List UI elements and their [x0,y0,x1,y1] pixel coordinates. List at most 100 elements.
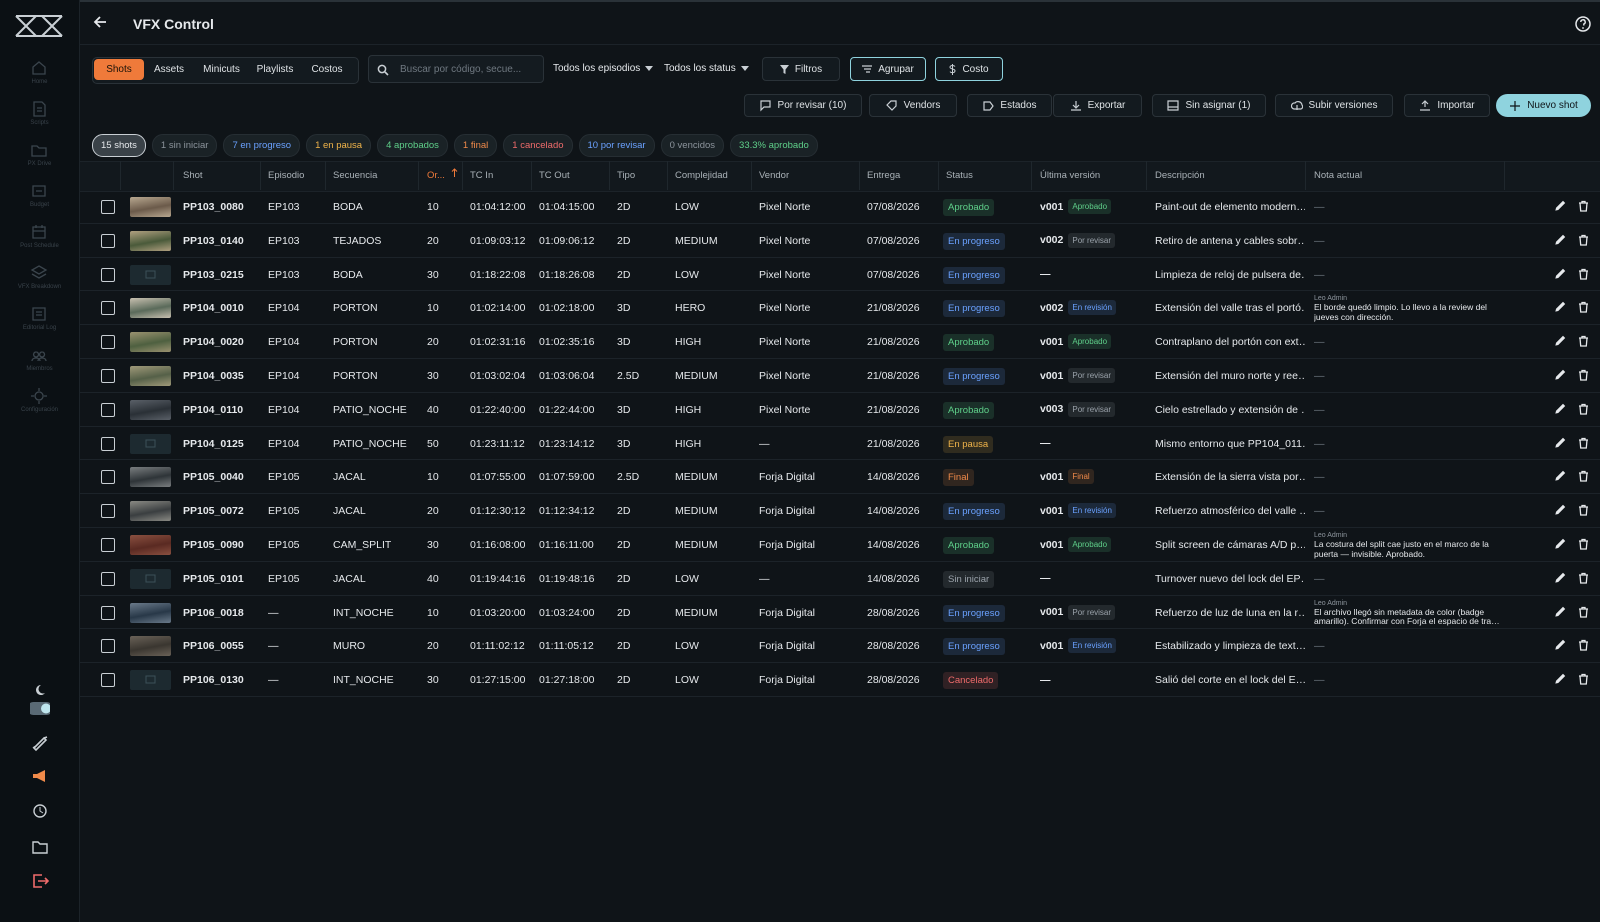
summary-chip[interactable]: 7 en progreso [223,134,301,157]
row-checkbox[interactable] [101,504,115,519]
summary-chip[interactable]: 0 vencidos [660,134,725,157]
row-checkbox[interactable] [101,605,115,620]
row-checkbox[interactable] [101,301,115,316]
delete-button[interactable] [1578,606,1589,621]
column-header[interactable]: Status [946,170,973,181]
nav-icon[interactable] [30,305,48,323]
row-checkbox[interactable] [101,436,115,451]
action-button[interactable]: Por revisar (10) [744,94,862,117]
summary-chip[interactable]: 1 cancelado [503,134,573,157]
summary-chip[interactable]: 1 final [453,134,498,157]
search-box[interactable]: Buscar por código, secue... [368,55,544,83]
summary-chip[interactable]: 1 sin iniciar [151,134,218,157]
action-button[interactable]: Nuevo shot [1496,94,1591,117]
status-dropdown[interactable]: Todos los status [664,63,749,74]
row-checkbox[interactable] [101,571,115,586]
edit-button[interactable] [1554,572,1566,587]
action-button[interactable]: Importar [1404,94,1490,117]
action-button[interactable]: Subir versiones [1275,94,1393,117]
nav-icon[interactable] [30,387,48,405]
summary-chip[interactable]: 33.3% aprobado [730,134,818,157]
edit-button[interactable] [1554,437,1566,452]
help-button[interactable] [1574,15,1592,33]
filters-button[interactable]: Filtros [762,57,840,81]
delete-button[interactable] [1578,268,1589,283]
column-header[interactable]: Entrega [867,170,901,181]
delete-button[interactable] [1578,437,1589,452]
row-checkbox[interactable] [101,470,115,485]
delete-button[interactable] [1578,639,1589,654]
delete-button[interactable] [1578,234,1589,249]
edit-button[interactable] [1554,335,1566,350]
column-header[interactable]: Descripción [1155,170,1205,181]
summary-chip[interactable]: 1 en pausa [306,134,372,157]
edit-button[interactable] [1554,470,1566,485]
nav-icon[interactable] [30,59,48,77]
delete-button[interactable] [1578,301,1589,316]
nav-icon[interactable] [30,182,48,200]
tab[interactable]: Shots [94,59,144,80]
column-header[interactable]: Tipo [617,170,636,181]
row-checkbox[interactable] [101,233,115,248]
delete-button[interactable] [1578,403,1589,418]
nav-icon[interactable] [30,223,48,241]
column-header[interactable]: Complejidad [675,170,728,181]
edit-button[interactable] [1554,538,1566,553]
tab[interactable]: Playlists [256,64,294,75]
row-checkbox[interactable] [101,369,115,383]
column-header[interactable]: Shot [183,170,203,181]
delete-button[interactable] [1578,572,1589,587]
edit-button[interactable] [1554,301,1566,316]
edit-button[interactable] [1554,673,1566,688]
action-button[interactable]: Sin asignar (1) [1152,94,1266,117]
edit-button[interactable] [1554,200,1566,215]
summary-chip[interactable]: 4 aprobados [377,134,448,157]
edit-button[interactable] [1554,639,1566,654]
delete-button[interactable] [1578,335,1589,350]
nav-icon[interactable] [30,346,48,364]
group-button[interactable]: Agrupar [850,57,926,81]
edit-button[interactable] [1554,234,1566,249]
delete-button[interactable] [1578,470,1589,485]
row-checkbox[interactable] [101,402,115,417]
nav-icon[interactable] [30,141,48,159]
delete-button[interactable] [1578,504,1589,519]
edit-button[interactable] [1554,369,1566,384]
tab[interactable]: Assets [153,64,184,75]
row-checkbox[interactable] [101,335,115,350]
row-checkbox[interactable] [101,200,115,214]
action-button[interactable]: Exportar [1053,94,1142,117]
row-checkbox[interactable] [101,639,115,654]
tab[interactable]: Costos [311,64,343,75]
delete-button[interactable] [1578,200,1589,215]
edit-button[interactable] [1554,403,1566,418]
nav-icon[interactable] [30,264,48,282]
column-header[interactable]: Secuencia [333,170,378,181]
summary-chip[interactable]: 15 shots [92,134,146,157]
delete-button[interactable] [1578,538,1589,553]
row-checkbox[interactable] [101,267,115,282]
action-button[interactable]: Vendors [869,94,957,117]
column-header[interactable]: TC In [470,170,494,181]
column-header[interactable]: Or... [427,170,445,181]
edit-button[interactable] [1554,268,1566,283]
column-header[interactable]: TC Out [539,170,570,181]
action-button[interactable]: Estados [967,94,1052,117]
column-header[interactable]: Vendor [759,170,790,181]
edit-button[interactable] [1554,504,1566,519]
nav-icon[interactable] [30,100,48,118]
cell-order: 40 [427,403,439,416]
row-checkbox[interactable] [101,538,115,552]
tab[interactable]: Minicuts [203,64,240,75]
cost-button[interactable]: Costo [935,57,1003,81]
column-header[interactable]: Nota actual [1314,170,1363,181]
row-checkbox[interactable] [101,673,115,688]
column-header[interactable]: Última versión [1040,170,1101,181]
episode-dropdown[interactable]: Todos los episodios [553,63,654,74]
column-header[interactable]: Episodio [268,170,305,181]
delete-button[interactable] [1578,673,1589,688]
edit-button[interactable] [1554,606,1566,621]
summary-chip[interactable]: 10 por revisar [578,134,655,157]
back-button[interactable] [92,14,108,30]
delete-button[interactable] [1578,369,1589,384]
